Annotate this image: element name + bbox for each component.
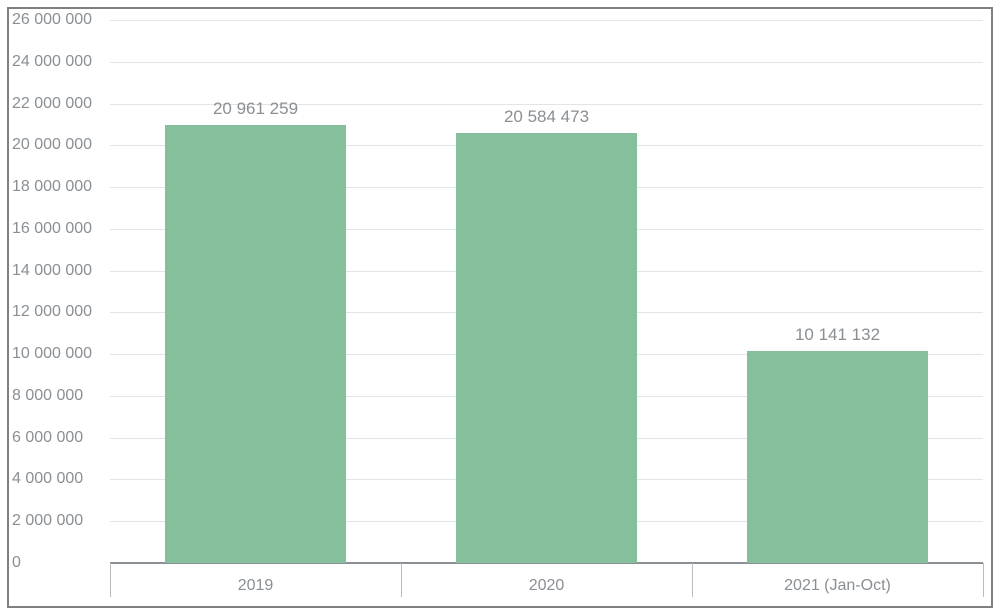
y-tick-label: 0 [12, 554, 21, 572]
bar [747, 351, 927, 563]
y-tick-label: 4 000 000 [12, 470, 83, 488]
y-tick-label: 22 000 000 [12, 95, 92, 113]
chart-frame: 20 961 259 20 584 473 10 141 132 0 2 000 00… [7, 7, 993, 608]
bar [165, 125, 345, 563]
x-axis-separator [110, 563, 111, 597]
y-tick-label: 14 000 000 [12, 262, 92, 280]
y-tick-label: 2 000 000 [12, 512, 83, 530]
y-tick-label: 26 000 000 [12, 11, 92, 29]
y-tick-label: 20 000 000 [12, 136, 92, 154]
y-tick-label: 8 000 000 [12, 387, 83, 405]
x-axis-separator [983, 563, 984, 597]
bar-value-label: 20 584 473 [504, 107, 589, 127]
bar-value-label: 10 141 132 [795, 325, 880, 345]
y-tick-label: 12 000 000 [12, 303, 92, 321]
bar-value-label: 20 961 259 [213, 99, 298, 119]
y-tick-label: 16 000 000 [12, 220, 92, 238]
gridline [110, 20, 983, 21]
x-axis-separator [692, 563, 693, 597]
y-tick-label: 18 000 000 [12, 178, 92, 196]
y-tick-label: 6 000 000 [12, 429, 83, 447]
x-tick-label: 2021 (Jan-Oct) [784, 577, 891, 595]
gridline [110, 62, 983, 63]
chart-canvas: 20 961 259 20 584 473 10 141 132 0 2 000 00… [0, 0, 1000, 615]
plot-area: 20 961 259 20 584 473 10 141 132 [110, 20, 983, 563]
y-tick-label: 24 000 000 [12, 53, 92, 71]
x-tick-label: 2019 [238, 577, 274, 595]
x-axis-separator [401, 563, 402, 597]
bar [456, 133, 636, 563]
y-tick-label: 10 000 000 [12, 345, 92, 363]
x-tick-label: 2020 [529, 577, 565, 595]
